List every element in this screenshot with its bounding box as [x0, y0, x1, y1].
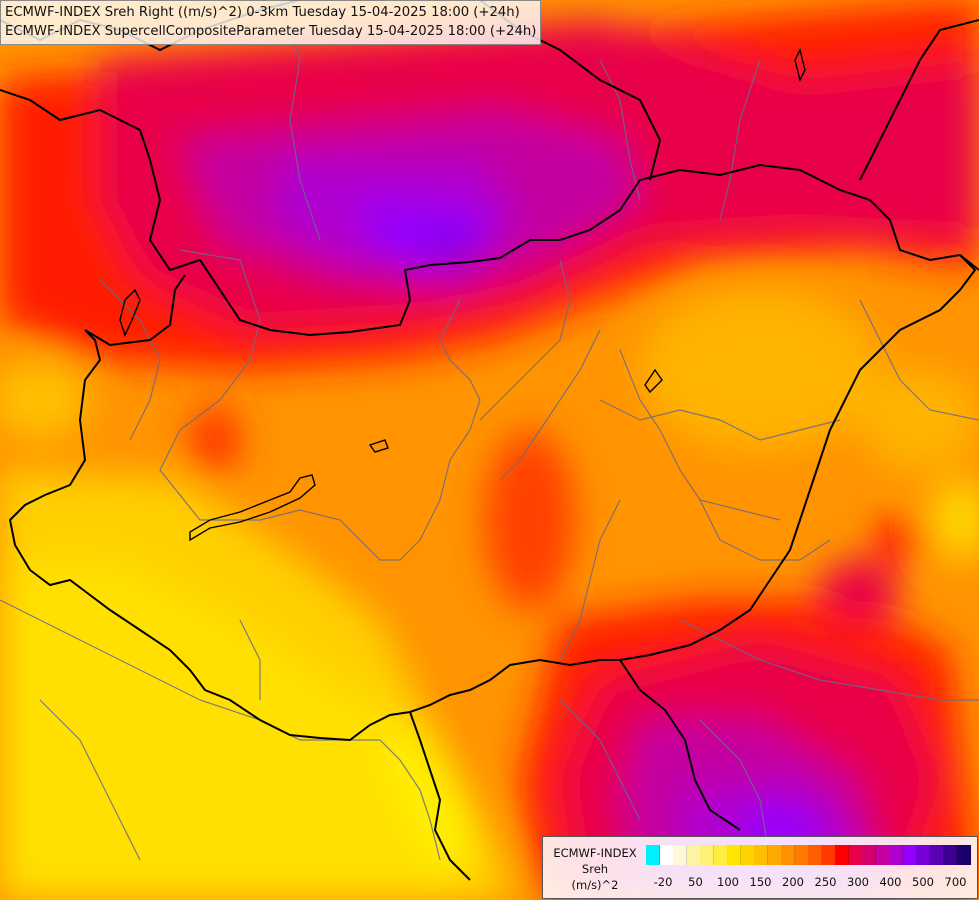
legend-swatch	[889, 845, 903, 865]
legend-swatch	[929, 845, 944, 865]
legend-tick-label: 300	[847, 875, 869, 889]
legend-swatch	[700, 845, 714, 865]
legend-variable: Sreh	[581, 862, 609, 876]
legend-swatch	[781, 845, 795, 865]
legend-tick-label: 400	[879, 875, 902, 889]
legend-swatch	[875, 845, 890, 865]
legend-tick-label: -20	[653, 875, 673, 889]
legend-swatch	[835, 845, 849, 865]
legend-swatch	[740, 845, 755, 865]
legend-source: ECMWF-INDEX	[553, 846, 637, 860]
legend-swatch	[767, 845, 782, 865]
legend-swatch	[673, 845, 687, 865]
legend-swatch	[943, 845, 957, 865]
title-line-1: ECMWF-INDEX Sreh Right ((m/s)^2) 0-3km T…	[5, 5, 520, 20]
legend-tick-label: 700	[944, 875, 967, 889]
legend-swatch	[686, 845, 701, 865]
legend-swatch	[916, 845, 930, 865]
legend-swatch	[808, 845, 822, 865]
legend-swatch	[902, 845, 917, 865]
legend-swatch	[794, 845, 809, 865]
legend-tick-label: 150	[749, 875, 772, 889]
lake-outline-icon	[119, 47, 806, 542]
title-line-2: ECMWF-INDEX SupercellCompositeParameter …	[5, 24, 537, 39]
legend-swatch	[754, 845, 768, 865]
legend-swatch	[848, 845, 863, 865]
color-legend: ECMWF-INDEX Sreh (m/s)^2 -20 50 100 150 200 2…	[542, 836, 978, 899]
legend-swatch	[821, 845, 836, 865]
map-title-box: ECMWF-INDEX Sreh Right ((m/s)^2) 0-3km T…	[0, 0, 542, 45]
legend-tick-label: 100	[717, 875, 739, 889]
legend-swatch	[956, 845, 971, 865]
legend-tick-label: 500	[912, 875, 934, 889]
legend-tick-label: 50	[688, 875, 703, 889]
legend-swatch	[727, 845, 741, 865]
legend-tick-label: 200	[782, 875, 804, 889]
legend-swatch	[862, 845, 876, 865]
legend-tick-label: 250	[814, 875, 837, 889]
legend-swatch	[713, 845, 728, 865]
legend-label: ECMWF-INDEX Sreh (m/s)^2	[547, 845, 643, 893]
legend-swatch	[646, 845, 660, 865]
legend-swatch	[659, 845, 674, 865]
legend-unit: (m/s)^2	[571, 878, 619, 892]
